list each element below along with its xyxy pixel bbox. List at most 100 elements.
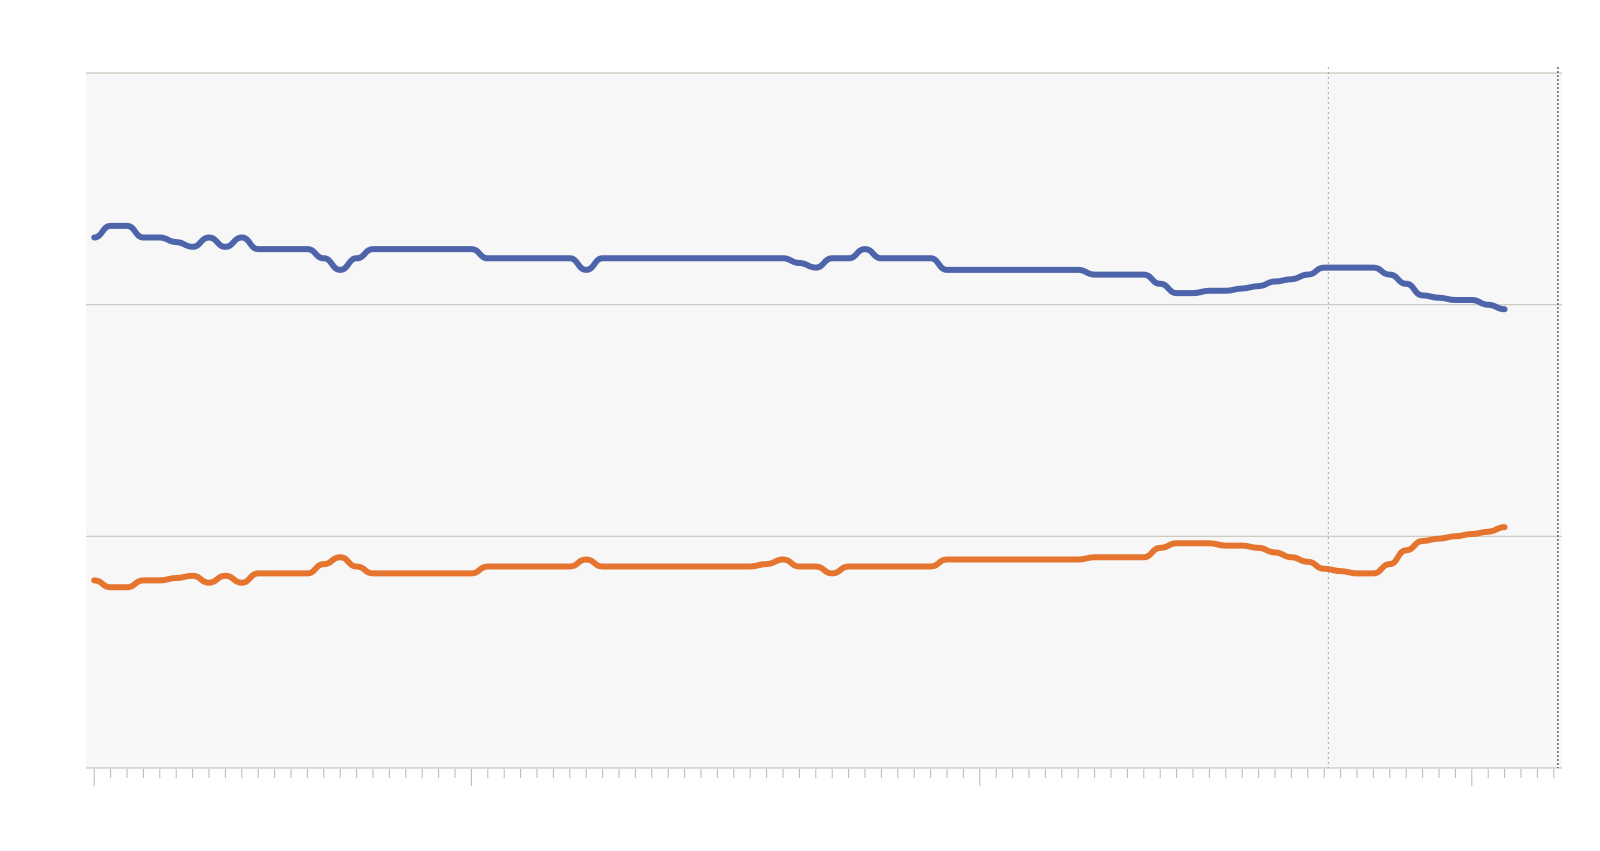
series-1-point (1061, 269, 1062, 270)
series-1-point (1078, 269, 1079, 270)
series-1-point (1357, 267, 1358, 268)
series-2-point (422, 573, 423, 574)
series-1-point (897, 258, 898, 259)
series-2-point (832, 573, 833, 574)
series-2-point (1307, 561, 1308, 562)
series-1-point (422, 249, 423, 250)
series-2-point (1439, 538, 1440, 539)
series-1-point (733, 258, 734, 259)
series-1-point (750, 258, 751, 259)
series-1-point (635, 258, 636, 259)
series-1-point (553, 258, 554, 259)
series-2-point (405, 573, 406, 574)
series-1-point (323, 258, 324, 259)
series-2-point (930, 566, 931, 567)
series-2-point (1340, 571, 1341, 572)
series-1-point (127, 225, 128, 226)
series-2-point (1078, 559, 1079, 560)
series-1-point (1127, 274, 1128, 275)
series-1-point (865, 249, 866, 250)
series-1-point (930, 258, 931, 259)
series-2-point (1455, 536, 1456, 537)
series-2-point (323, 564, 324, 565)
series-1-point (504, 258, 505, 259)
series-2-point (1193, 543, 1194, 544)
series-2-point (258, 573, 259, 574)
series-1-point (1209, 290, 1210, 291)
series-1-point (1455, 300, 1456, 301)
series-2-point (389, 573, 390, 574)
series-2-point (307, 573, 308, 574)
series-1-point (94, 237, 95, 238)
series-1-point (405, 249, 406, 250)
series-2-point (897, 566, 898, 567)
series-2-point (291, 573, 292, 574)
series-2-point (241, 582, 242, 583)
series-2-point (701, 566, 702, 567)
series-1-point (586, 269, 587, 270)
plot-background (86, 73, 1562, 768)
series-1-point (1225, 290, 1226, 291)
series-2-point (1045, 559, 1046, 560)
series-1-point (1406, 283, 1407, 284)
series-1-point (783, 258, 784, 259)
series-2-point (668, 566, 669, 567)
series-2-point (1471, 534, 1472, 535)
series-1-point (520, 258, 521, 259)
series-2-point (1111, 557, 1112, 558)
series-1-point (159, 237, 160, 238)
series-1-point (1324, 267, 1325, 268)
series-2-point (947, 559, 948, 560)
series-2-point (1094, 557, 1095, 558)
series-2-point (635, 566, 636, 567)
series-1-point (274, 249, 275, 250)
series-1-point (602, 258, 603, 259)
series-1-point (241, 237, 242, 238)
series-1-point (471, 249, 472, 250)
series-1-point (192, 246, 193, 247)
series-2-point (1373, 573, 1374, 574)
series-2-point (1242, 545, 1243, 546)
series-1-point (717, 258, 718, 259)
series-1-point (1291, 279, 1292, 280)
series-2-point (94, 580, 95, 581)
series-1-point (1193, 293, 1194, 294)
series-1-point (389, 249, 390, 250)
series-2-point (1258, 547, 1259, 548)
series-1-point (881, 258, 882, 259)
series-2-point (996, 559, 997, 560)
series-1-point (815, 267, 816, 268)
series-2-point (766, 564, 767, 565)
series-1-point (356, 258, 357, 259)
series-2-point (1143, 557, 1144, 558)
series-2-point (848, 566, 849, 567)
series-1-point (1258, 286, 1259, 287)
series-1-point (766, 258, 767, 259)
series-2-point (209, 582, 210, 583)
series-1-point (1176, 293, 1177, 294)
series-1-point (1439, 297, 1440, 298)
series-1-point (225, 246, 226, 247)
series-1-point (438, 249, 439, 250)
series-2-point (1406, 550, 1407, 551)
series-2-point (586, 559, 587, 560)
series-2-point (1324, 568, 1325, 569)
series-1-point (291, 249, 292, 250)
series-2-point (651, 566, 652, 567)
series-2-point (865, 566, 866, 567)
series-1-point (684, 258, 685, 259)
series-2-point (979, 559, 980, 560)
series-2-point (602, 566, 603, 567)
series-1-point (947, 269, 948, 270)
series-2-point (783, 559, 784, 560)
series-2-point (619, 566, 620, 567)
series-2-point (504, 566, 505, 567)
series-1-point (996, 269, 997, 270)
series-2-point (159, 580, 160, 581)
series-2-point (225, 575, 226, 576)
series-2-point (1357, 573, 1358, 574)
series-1-point (1094, 274, 1095, 275)
series-2-point (455, 573, 456, 574)
series-2-point (914, 566, 915, 567)
